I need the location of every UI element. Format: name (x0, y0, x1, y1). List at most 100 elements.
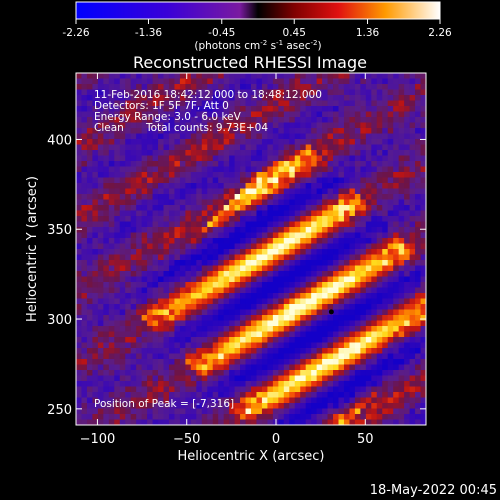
heatmap-cell (229, 150, 235, 156)
heatmap-cell (300, 254, 307, 261)
heatmap-cell (86, 221, 93, 228)
heatmap-cell (338, 183, 345, 189)
heatmap-cell (322, 177, 328, 184)
heatmap-cell (267, 304, 274, 310)
heatmap-cell (185, 188, 192, 195)
heatmap-cell (420, 166, 426, 173)
heatmap-cell (289, 133, 296, 140)
heatmap-cell (283, 370, 290, 376)
heatmap-cell (163, 337, 170, 343)
heatmap-cell (333, 408, 339, 415)
heatmap-cell (108, 221, 115, 228)
heatmap-cell (103, 238, 110, 244)
heatmap-cell (289, 172, 296, 178)
heatmap-cell (185, 249, 192, 255)
heatmap-cell (234, 293, 241, 299)
heatmap-cell (289, 122, 296, 129)
heatmap-cell (376, 392, 383, 398)
heatmap-cell (283, 408, 290, 415)
heatmap-cell (81, 265, 88, 272)
heatmap-cell (114, 221, 121, 228)
heatmap-cell (376, 205, 383, 211)
heatmap-cell (311, 232, 318, 239)
heatmap-cell (163, 287, 170, 294)
heatmap-cell (76, 89, 82, 96)
heatmap-cell (322, 155, 328, 162)
heatmap-cell (327, 370, 334, 376)
heatmap-cell (305, 408, 312, 415)
heatmap-cell (147, 111, 153, 118)
heatmap-cell (289, 364, 296, 371)
x-axis-label: Heliocentric X (arcsec) (178, 449, 325, 464)
heatmap-cell (256, 386, 263, 393)
heatmap-cell (376, 155, 383, 162)
heatmap-cell (207, 265, 214, 272)
heatmap-cell (92, 315, 99, 321)
heatmap-cell (261, 265, 268, 272)
heatmap-cell (114, 397, 121, 404)
heatmap-cell (256, 73, 263, 79)
heatmap-cell (398, 166, 405, 173)
heatmap-cell (196, 78, 203, 85)
heatmap-cell (415, 106, 421, 112)
heatmap-cell (354, 414, 361, 420)
heatmap-cell (294, 199, 301, 206)
heatmap-cell (223, 375, 230, 382)
heatmap-cell (201, 414, 208, 420)
heatmap-cell (207, 397, 214, 404)
heatmap-cell (152, 199, 159, 206)
heatmap-cell (338, 348, 345, 354)
heatmap-cell (179, 282, 186, 288)
heatmap-cell (147, 403, 153, 409)
heatmap-cell (376, 84, 383, 90)
heatmap-cell (245, 144, 252, 151)
heatmap-cell (141, 304, 148, 310)
heatmap-cell (245, 100, 252, 107)
heatmap-cell (327, 166, 334, 173)
heatmap-cell (207, 150, 214, 156)
heatmap-cell (130, 188, 137, 195)
heatmap-cell (316, 254, 323, 261)
heatmap-cell (387, 172, 394, 178)
heatmap-cell (201, 282, 208, 288)
heatmap-cell (212, 364, 219, 371)
heatmap-cell (196, 100, 203, 107)
heatmap-cell (207, 414, 214, 420)
heatmap-cell (245, 205, 252, 211)
heatmap-cell (398, 271, 405, 277)
heatmap-cell (223, 84, 230, 90)
heatmap-cell (97, 309, 104, 316)
heatmap-cell (371, 375, 378, 382)
heatmap-cell (343, 205, 350, 211)
heatmap-cell (393, 370, 400, 376)
heatmap-cell (245, 337, 252, 343)
heatmap-cell (398, 128, 405, 134)
heatmap-cell (376, 150, 383, 156)
heatmap-cell (229, 353, 235, 360)
heatmap-cell (218, 139, 225, 145)
heatmap-cell (289, 276, 296, 283)
heatmap-cell (240, 155, 246, 162)
heatmap-cell (114, 95, 121, 101)
heatmap-cell (283, 84, 290, 90)
heatmap-cell (343, 122, 350, 129)
heatmap-cell (311, 111, 318, 118)
heatmap-cell (420, 260, 426, 266)
heatmap-cell (360, 188, 367, 195)
heatmap-cell (311, 117, 318, 123)
heatmap-cell (272, 293, 279, 299)
heatmap-cell (168, 293, 175, 299)
heatmap-cell (382, 238, 389, 244)
heatmap-cell (240, 89, 246, 96)
heatmap-cell (365, 172, 372, 178)
heatmap-cell (415, 155, 421, 162)
heatmap-cell (179, 293, 186, 299)
heatmap-cell (376, 304, 383, 310)
heatmap-cell (174, 84, 181, 90)
heatmap-cell (174, 403, 181, 409)
heatmap-cell (316, 249, 323, 255)
heatmap-cell (354, 254, 361, 261)
heatmap-cell (251, 188, 257, 195)
heatmap-cell (300, 304, 307, 310)
